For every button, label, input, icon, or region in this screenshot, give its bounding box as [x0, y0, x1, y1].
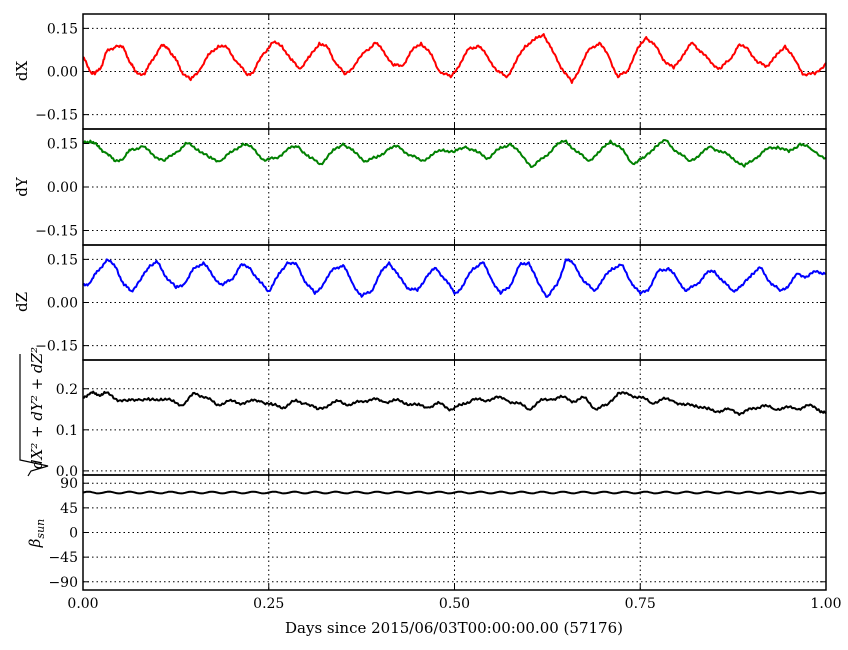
chart-panels: 0.150.00−0.15dX0.150.00−0.15dY0.150.00−0… — [13, 13, 842, 612]
x-tick-label: 0.50 — [439, 596, 470, 612]
y-tick-label: 0.00 — [47, 65, 78, 81]
y-tick-label: 0.0 — [56, 464, 78, 480]
y-axis-label: βsun — [26, 519, 47, 549]
y-tick-label: −90 — [48, 575, 78, 591]
y-tick-label: 0.2 — [56, 382, 78, 398]
panel-dX: 0.15 0.00 −0.15 dX — [13, 13, 827, 130]
x-tick-label: 0.75 — [625, 596, 656, 612]
y-tick-label: 0.00 — [47, 296, 78, 312]
panel-dR: 0.2 0.1 0.0 dX² + dY² + dZ² — [19, 347, 827, 480]
panel-frame — [82, 359, 827, 476]
panel-dY: 0.15 0.00 −0.15 dY — [13, 128, 827, 246]
y-tick-label: −45 — [48, 550, 78, 566]
y-axis-label: dY — [13, 176, 31, 197]
y-tick-label: −0.15 — [35, 339, 78, 355]
series-line-dX — [82, 33, 827, 84]
x-tick-label: 0.00 — [67, 596, 98, 612]
panel-beta: 90 45 0 −45 −90 βsun — [26, 474, 827, 591]
x-axis-label: Days since 2015/06/03T00:00:00.00 (57176… — [285, 619, 623, 637]
y-tick-label: 0 — [69, 526, 78, 542]
y-tick-label: 0.00 — [47, 180, 78, 196]
y-tick-label: −0.15 — [35, 224, 78, 240]
series-line-dZ — [82, 258, 826, 298]
series-line-beta — [82, 490, 827, 495]
y-tick-label: −0.15 — [35, 108, 78, 124]
y-axis-label-text: dX² + dY² + dZ² — [28, 347, 46, 469]
series-line-dR — [82, 390, 827, 416]
y-tick-label: 0.1 — [56, 423, 78, 439]
y-tick-label: 45 — [60, 501, 78, 517]
y-axis-label: dX² + dY² + dZ² — [19, 347, 49, 477]
x-tick-label: 1.00 — [810, 596, 841, 612]
panel-frame — [82, 244, 827, 361]
y-tick-label: 0.15 — [47, 252, 78, 268]
radical-sign — [19, 354, 49, 477]
x-tick-label: 0.25 — [253, 596, 284, 612]
y-axis-label: dX — [13, 61, 31, 82]
series-line-dY — [82, 139, 827, 169]
y-axis-label: dZ — [13, 292, 31, 312]
y-tick-label: 0.15 — [47, 21, 78, 37]
y-tick-label: 0.15 — [47, 137, 78, 153]
y-tick-label: 90 — [60, 476, 78, 492]
panel-dZ: 0.15 0.00 −0.15 dZ — [13, 244, 827, 361]
